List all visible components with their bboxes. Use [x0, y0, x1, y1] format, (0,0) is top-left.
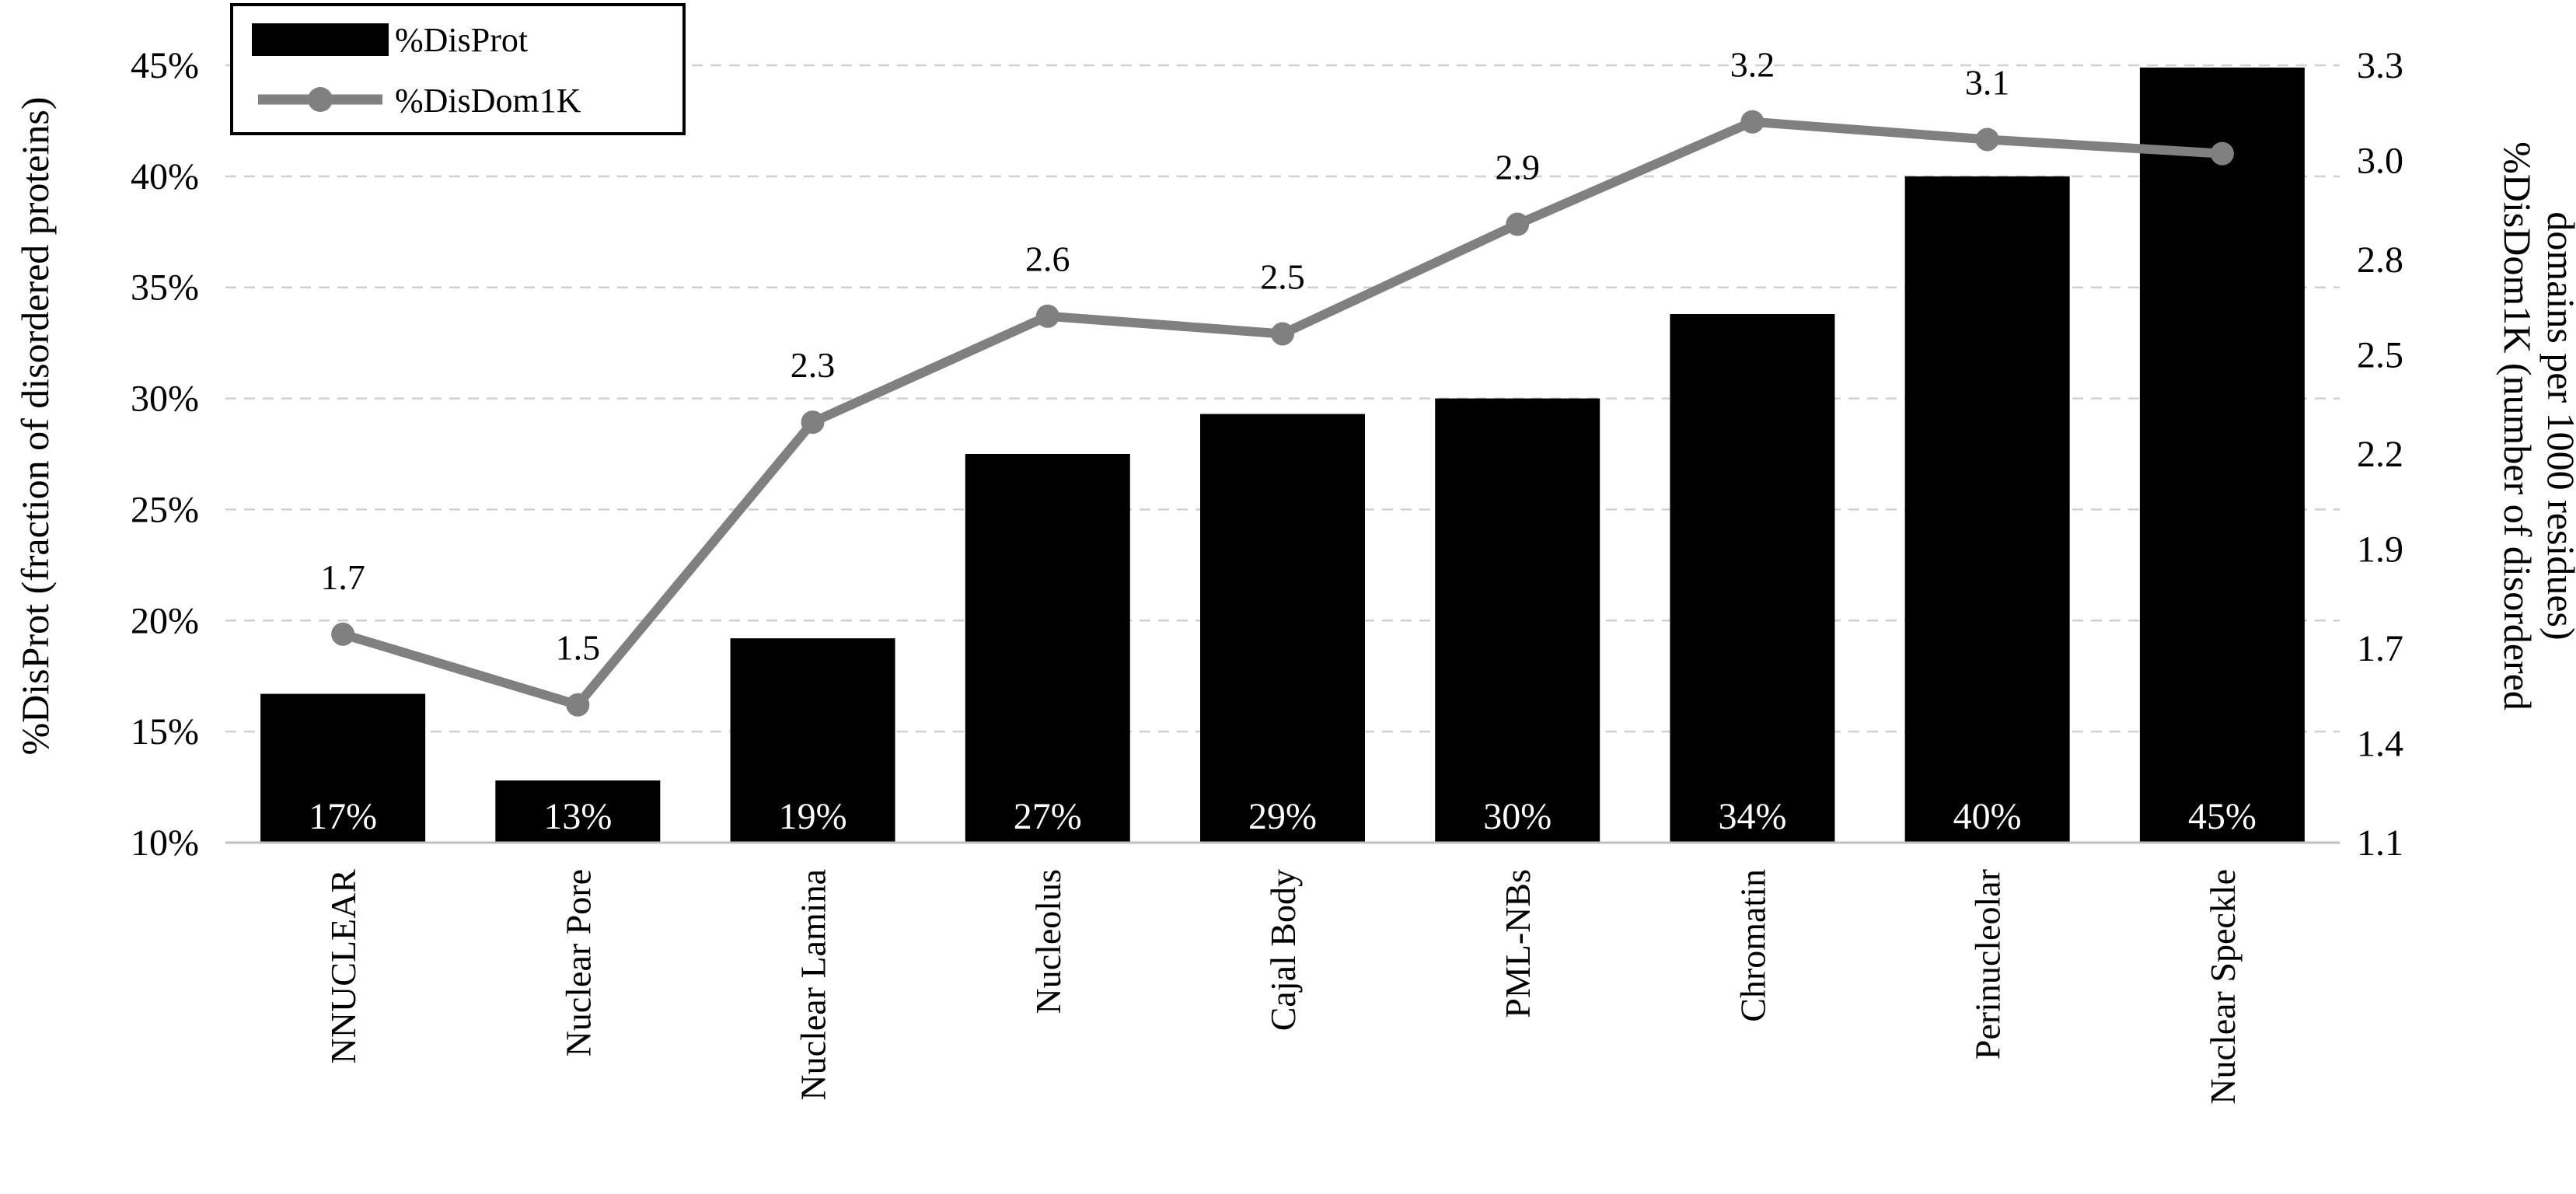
bar-value-label: 34%: [1718, 796, 1786, 837]
left-tick-label: 20%: [131, 600, 199, 641]
right-tick-label: 1.1: [2357, 822, 2403, 864]
line-series: 1.7 1.5 2.3 2.6 2.5 2.9 3.2 3.1 3.1: [320, 45, 2245, 717]
left-tick-label: 35%: [131, 267, 199, 309]
left-axis-title: %DisProt (fraction of disordered protein…: [13, 97, 57, 756]
right-axis-title-line1: %DisDom1K (number of disordered: [2496, 141, 2539, 710]
line-point: [801, 410, 825, 435]
bars: 17% 13% 19% 27% 29% 30% 34% 40% 45%: [260, 67, 2305, 843]
left-tick-label: 45%: [131, 45, 199, 86]
right-axis-title-line2: domains per 1000 residues): [2539, 211, 2576, 640]
category-label: Nuclear Lamina: [794, 869, 833, 1101]
category-label: Nucleolus: [1028, 869, 1068, 1014]
line-value-label: 2.9: [1495, 148, 1540, 187]
bar: [1670, 314, 1835, 843]
right-tick-label: 3.3: [2357, 45, 2403, 86]
category-label: Nuclear Speckle: [2203, 869, 2243, 1105]
bar-value-label: 13%: [543, 796, 612, 837]
line-value-label: 3.1: [2200, 77, 2245, 117]
right-tick-label: 1.9: [2357, 529, 2403, 571]
right-tick-label: 1.4: [2357, 724, 2403, 765]
right-tick-label: 1.7: [2357, 628, 2403, 669]
bar-value-label: 40%: [1953, 796, 2022, 837]
legend-line-marker: [308, 87, 333, 112]
category-labels: NNUCLEAR Nuclear Pore Nuclear Lamina Nucleo…: [323, 869, 2243, 1105]
bar: [1435, 398, 1600, 843]
left-tick-label: 40%: [131, 156, 199, 197]
bar: [965, 454, 1130, 843]
bar-value-label: 17%: [309, 796, 377, 837]
legend-label-disdom: %DisDom1K: [395, 82, 581, 120]
bar: [730, 638, 895, 843]
legend-bar-swatch: [252, 23, 389, 56]
left-tick-label: 10%: [131, 822, 199, 864]
line-point: [1506, 212, 1530, 236]
legend-label-disprot: %DisProt: [395, 21, 528, 59]
left-tick-label: 30%: [131, 379, 199, 420]
category-label: Nuclear Pore: [558, 869, 598, 1056]
bar: [1904, 176, 2070, 843]
line-point: [566, 693, 590, 717]
line-value-label: 1.5: [556, 628, 601, 668]
line-value-label: 1.7: [320, 557, 365, 597]
left-tick-label: 15%: [131, 711, 199, 752]
right-tick-label: 2.8: [2357, 239, 2403, 281]
line-value-label: 2.5: [1260, 257, 1305, 296]
line-value-label: 2.3: [791, 345, 836, 385]
line-point: [1271, 322, 1294, 346]
right-tick-label: 2.5: [2357, 335, 2403, 376]
bar-value-label: 30%: [1483, 796, 1552, 837]
category-label: Chromatin: [1733, 869, 1772, 1022]
line-point: [1740, 110, 1764, 134]
axis-ticks: 10% 15% 20% 25% 30% 35% 40% 45% 1.1 1.4 1.7 1.9 2.2 2…: [131, 45, 2403, 864]
bar: [260, 693, 426, 843]
line-value-label: 3.2: [1730, 45, 1775, 85]
category-label: Cajal Body: [1263, 869, 1303, 1031]
bar-value-label: 27%: [1014, 796, 1082, 837]
bar-value-label: 19%: [779, 796, 847, 837]
bar: [2139, 67, 2305, 843]
legend: %DisProt %DisDom1K: [230, 3, 686, 135]
category-label: NNUCLEAR: [323, 869, 363, 1064]
line-value-label: 3.1: [1965, 62, 2010, 102]
right-tick-label: 2.2: [2357, 434, 2403, 475]
line-value-label: 2.6: [1025, 239, 1070, 279]
bar-value-label: 45%: [2188, 796, 2257, 837]
line-point: [1035, 304, 1059, 328]
category-label: PML-NBs: [1498, 869, 1538, 1018]
bar: [495, 780, 661, 843]
left-tick-label: 25%: [131, 489, 199, 530]
right-tick-label: 3.0: [2357, 141, 2403, 182]
category-label: Perinucleolar: [1968, 869, 2008, 1060]
bar-value-label: 29%: [1248, 796, 1317, 837]
bar: [1200, 414, 1365, 843]
line-point: [331, 622, 355, 646]
line-point: [2210, 141, 2234, 166]
line-point: [1975, 127, 1999, 152]
